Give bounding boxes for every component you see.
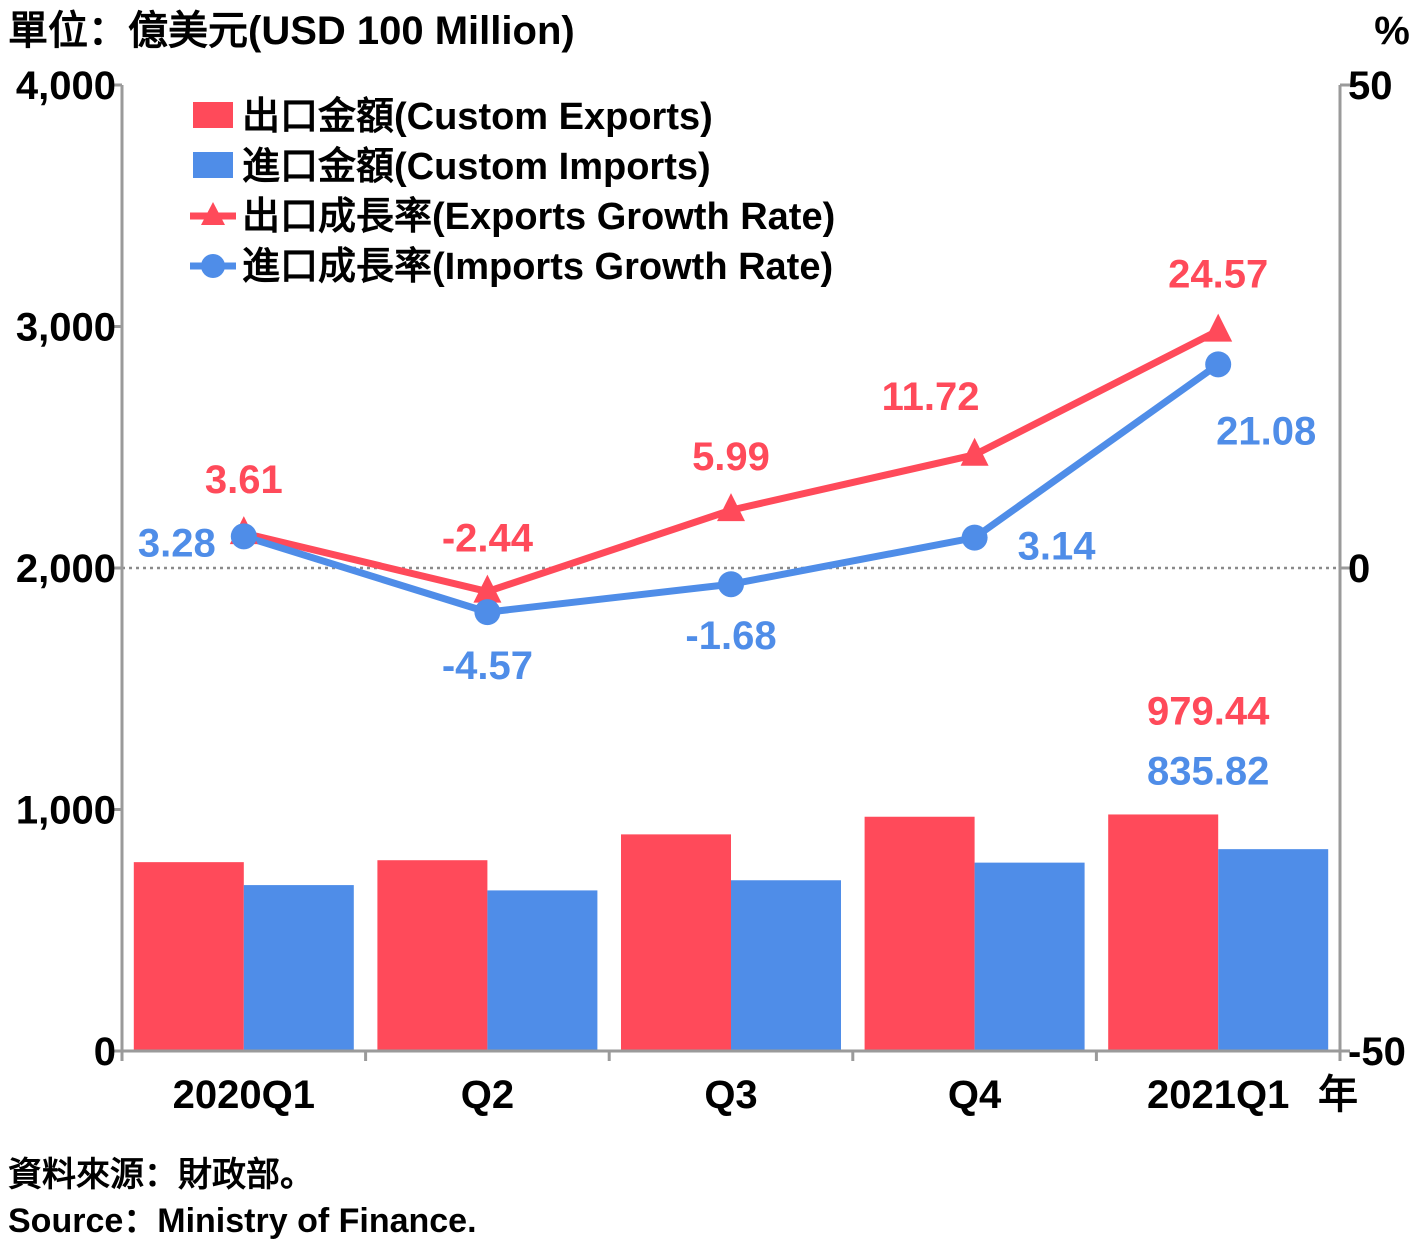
legend-label-0: 出口金額(Custom Exports) bbox=[242, 95, 713, 138]
x-label-2: Q3 bbox=[704, 1073, 757, 1117]
x-label-3: Q4 bbox=[948, 1073, 1002, 1117]
bar-imports-2 bbox=[731, 880, 841, 1051]
left-unit-label: 單位：億美元(USD 100 Million) bbox=[8, 9, 575, 53]
marker-imports-growth-4 bbox=[1205, 351, 1232, 378]
label-exports-value-4: 979.44 bbox=[1147, 689, 1270, 733]
legend-label-3: 進口成長率(Imports Growth Rate) bbox=[242, 246, 833, 288]
bar-imports-1 bbox=[487, 890, 598, 1051]
label-imports-growth-2: -1.68 bbox=[685, 614, 776, 658]
bar-exports-3 bbox=[864, 816, 975, 1051]
legend-label-1: 進口金額(Custom Imports) bbox=[242, 145, 711, 188]
label-exports-growth-0: 3.61 bbox=[205, 458, 283, 502]
right-tick-label-2: 50 bbox=[1348, 64, 1393, 108]
x-axis-suffix: 年 bbox=[1318, 1073, 1358, 1117]
bar-exports-0 bbox=[133, 862, 244, 1051]
bar-imports-4 bbox=[1218, 849, 1329, 1051]
legend-marker-3 bbox=[201, 254, 225, 278]
marker-exports-growth-2 bbox=[717, 493, 745, 522]
x-label-4: 2021Q1 bbox=[1147, 1073, 1289, 1117]
source-zh: 資料來源：財政部。 bbox=[8, 1156, 314, 1194]
marker-exports-growth-3 bbox=[960, 437, 989, 466]
label-imports-growth-1: -4.57 bbox=[442, 644, 533, 688]
left-tick-label-1: 1,000 bbox=[16, 789, 116, 833]
left-tick-label-0: 0 bbox=[94, 1030, 116, 1074]
label-exports-growth-4: 24.57 bbox=[1168, 253, 1268, 297]
label-exports-growth-3: 11.72 bbox=[882, 375, 980, 419]
label-imports-growth-4: 21.08 bbox=[1216, 409, 1316, 453]
label-imports-value-4: 835.82 bbox=[1147, 749, 1269, 793]
bar-imports-3 bbox=[974, 862, 1085, 1051]
legend-marker-2 bbox=[201, 202, 225, 225]
left-tick-label-4: 4,000 bbox=[16, 64, 116, 108]
legend-swatch-0 bbox=[193, 102, 233, 128]
source-en: Source：Ministry of Finance. bbox=[8, 1202, 477, 1240]
right-unit-label: % bbox=[1374, 9, 1410, 53]
bar-exports-2 bbox=[621, 834, 731, 1051]
label-imports-growth-0: 3.28 bbox=[138, 521, 216, 565]
bar-exports-4 bbox=[1108, 814, 1219, 1051]
plot-area: 0 1,000 2,000 3,000 4,000 -50 0 50 2020Q1 Q2 Q3 Q4 2… bbox=[16, 64, 1406, 1117]
marker-exports-growth-4 bbox=[1204, 313, 1233, 342]
legend-swatch-1 bbox=[193, 152, 233, 178]
bar-imports-0 bbox=[243, 885, 354, 1051]
x-label-1: Q2 bbox=[461, 1073, 514, 1117]
right-tick-label-1: 0 bbox=[1348, 547, 1370, 591]
marker-imports-growth-1 bbox=[474, 599, 501, 626]
label-exports-growth-2: 5.99 bbox=[692, 435, 770, 479]
marker-imports-growth-0 bbox=[230, 523, 257, 550]
label-imports-growth-3: 3.14 bbox=[1018, 525, 1097, 569]
legend-label-2: 出口成長率(Exports Growth Rate) bbox=[242, 196, 835, 238]
right-tick-label-0: -50 bbox=[1348, 1030, 1406, 1074]
x-label-0: 2020Q1 bbox=[173, 1073, 315, 1117]
legend: 出口金額(Custom Exports) 進口金額(Custom Imports)… bbox=[190, 95, 835, 288]
marker-exports-growth-1 bbox=[473, 574, 502, 603]
marker-imports-growth-3 bbox=[961, 524, 988, 551]
left-tick-label-3: 3,000 bbox=[16, 306, 116, 350]
label-exports-growth-1: -2.44 bbox=[442, 517, 534, 561]
left-tick-label-2: 2,000 bbox=[16, 547, 116, 591]
bar-exports-1 bbox=[377, 860, 488, 1051]
marker-imports-growth-2 bbox=[718, 571, 744, 598]
